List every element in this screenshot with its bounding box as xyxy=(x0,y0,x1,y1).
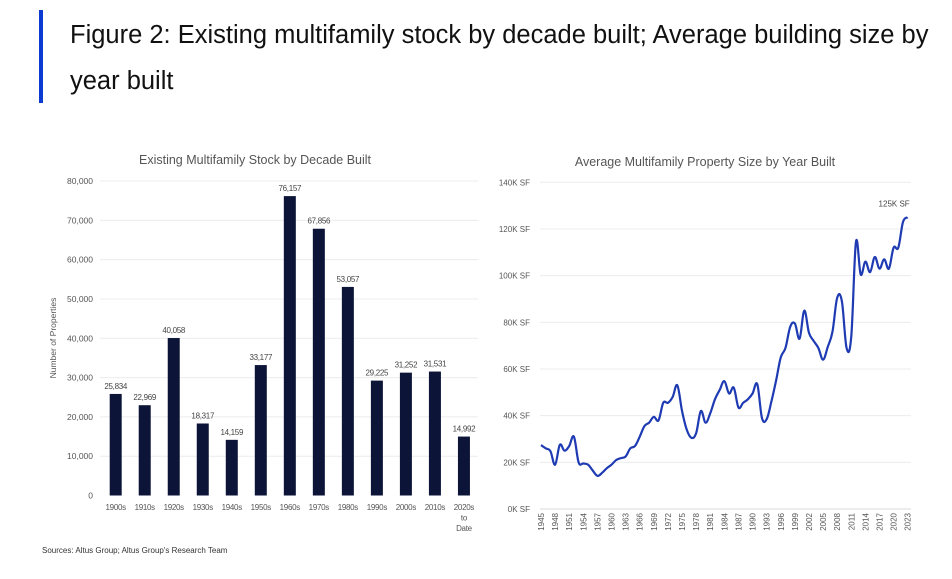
x-tick-label: 1948 xyxy=(551,512,560,530)
y-tick-label: 40K SF xyxy=(503,412,530,421)
data-label: 22,969 xyxy=(133,393,157,402)
x-tick-label: 1993 xyxy=(763,512,772,530)
y-tick-label: 0K SF xyxy=(508,505,530,514)
data-label: 25,834 xyxy=(104,382,128,391)
y-tick-label: 10,000 xyxy=(67,451,93,461)
x-tick-label: 1951 xyxy=(565,512,574,530)
y-tick-label: 40,000 xyxy=(67,333,93,343)
x-tick-label: 1960s xyxy=(280,503,301,512)
x-tick-label: 1930s xyxy=(193,503,214,512)
data-label: 31,252 xyxy=(395,361,419,370)
y-tick-label: 20,000 xyxy=(67,412,93,422)
y-tick-label: 120K SF xyxy=(499,225,530,234)
x-tick-label: Date xyxy=(456,524,473,533)
y-tick-label: 100K SF xyxy=(499,272,530,281)
data-label: 14,159 xyxy=(220,428,244,437)
y-tick-label: 140K SF xyxy=(499,178,530,187)
x-tick-label: 1960 xyxy=(608,512,617,530)
left-y-axis-label: Number of Properties xyxy=(48,298,58,379)
left-chart-title: Existing Multifamily Stock by Decade Bui… xyxy=(139,153,372,167)
bar xyxy=(370,380,383,496)
x-tick-label: 1966 xyxy=(636,512,645,530)
bar xyxy=(399,372,412,496)
data-label: 67,856 xyxy=(308,217,332,226)
x-tick-label: 1940s xyxy=(222,503,243,512)
x-tick-label: 2011 xyxy=(847,512,856,530)
x-tick-label: 2005 xyxy=(819,512,828,530)
x-tick-label: 2000s xyxy=(396,503,417,512)
bar xyxy=(428,371,441,496)
x-tick-label: 2008 xyxy=(833,512,842,530)
x-tick-label: 1969 xyxy=(650,512,659,530)
x-tick-label: 1963 xyxy=(622,512,631,530)
data-label: 29,225 xyxy=(366,369,390,378)
x-tick-label: 1981 xyxy=(706,512,715,530)
x-tick-label: 2014 xyxy=(861,512,870,530)
data-label: 76,157 xyxy=(278,184,302,193)
y-tick-label: 80K SF xyxy=(503,318,530,327)
x-tick-label: 2010s xyxy=(425,503,446,512)
bar xyxy=(283,196,296,496)
data-label: 53,057 xyxy=(337,275,361,284)
x-tick-label: 2002 xyxy=(805,512,814,530)
x-tick-label: 1954 xyxy=(579,512,588,530)
x-tick-label: 2017 xyxy=(875,512,884,530)
x-tick-label: 1945 xyxy=(537,512,546,530)
bar xyxy=(254,365,267,496)
x-tick-label: 1957 xyxy=(593,512,602,530)
right-chart-title: Average Multifamily Property Size by Yea… xyxy=(575,155,836,169)
source-note: Sources: Altus Group; Altus Group's Rese… xyxy=(42,546,228,555)
data-label: 18,317 xyxy=(191,411,215,420)
y-tick-label: 50,000 xyxy=(67,294,93,304)
x-tick-label: 1980s xyxy=(338,503,359,512)
line-annotation: 125K SF xyxy=(879,199,910,208)
bar xyxy=(341,286,354,496)
x-tick-label: 1970s xyxy=(309,503,330,512)
y-tick-label: 70,000 xyxy=(67,215,93,225)
x-tick-label: 1920s xyxy=(164,503,185,512)
x-tick-label: 1910s xyxy=(135,503,156,512)
y-tick-label: 80,000 xyxy=(67,176,93,186)
bar xyxy=(196,423,209,496)
bar xyxy=(138,405,151,496)
bar xyxy=(457,436,470,496)
x-tick-label: 1975 xyxy=(678,512,687,530)
data-label: 40,058 xyxy=(162,326,186,335)
title-accent-bar xyxy=(39,10,43,103)
x-tick-label: 2020 xyxy=(890,512,899,530)
x-tick-label: 2020s xyxy=(454,503,475,512)
x-tick-label: 1978 xyxy=(692,512,701,530)
y-tick-label: 30,000 xyxy=(67,373,93,383)
x-tick-label: 1950s xyxy=(251,503,272,512)
x-tick-label: 1972 xyxy=(664,512,673,530)
x-tick-label: 1999 xyxy=(791,512,800,530)
bar xyxy=(109,393,122,496)
bar xyxy=(225,439,238,496)
x-tick-label: 1996 xyxy=(777,512,786,530)
data-label: 33,177 xyxy=(249,353,273,362)
page-title: Figure 2: Existing multifamily stock by … xyxy=(70,21,929,95)
x-tick-label: 1990 xyxy=(749,512,758,530)
x-tick-label: to xyxy=(461,514,468,523)
series-line xyxy=(540,216,909,478)
data-label: 14,992 xyxy=(453,425,477,434)
y-tick-label: 0 xyxy=(88,491,93,501)
x-tick-label: 1990s xyxy=(367,503,388,512)
x-tick-label: 2023 xyxy=(904,512,913,530)
bar xyxy=(167,338,180,496)
y-tick-label: 20K SF xyxy=(503,458,530,467)
x-tick-label: 1900s xyxy=(106,503,127,512)
data-label: 31,531 xyxy=(424,360,448,369)
x-tick-label: 1984 xyxy=(720,512,729,530)
y-tick-label: 60K SF xyxy=(503,365,530,374)
bar xyxy=(312,228,325,496)
y-tick-label: 60,000 xyxy=(67,255,93,265)
x-tick-label: 1987 xyxy=(734,512,743,530)
